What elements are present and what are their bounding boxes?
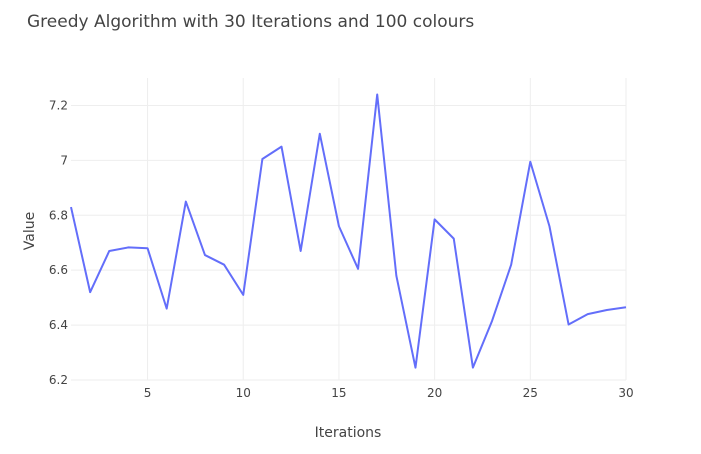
y-tick-label: 6.2 [49, 373, 68, 387]
y-tick-label: 6.4 [49, 318, 68, 332]
y-tick-label: 6.8 [49, 208, 68, 222]
y-axis-title: Value [22, 212, 38, 250]
x-tick-label: 20 [427, 386, 442, 400]
y-tick-label: 7 [60, 153, 68, 167]
chart-title: Greedy Algorithm with 30 Iterations and … [27, 12, 474, 32]
series-line [70, 93, 627, 369]
x-tick-label: 10 [236, 386, 251, 400]
x-tick-label: 25 [523, 386, 538, 400]
tick-labels: 6.2 6.4 6.6 6.8 7 7.2 5 10 15 20 25 30 [49, 98, 634, 400]
x-tick-label: 30 [618, 386, 633, 400]
x-axis-title: Iterations [315, 425, 382, 441]
y-tick-label: 7.2 [49, 98, 68, 112]
x-tick-label: 15 [331, 386, 346, 400]
x-tick-label: 5 [144, 386, 152, 400]
gridlines [71, 78, 627, 381]
y-tick-label: 6.6 [49, 263, 68, 277]
series-layer [70, 93, 627, 369]
